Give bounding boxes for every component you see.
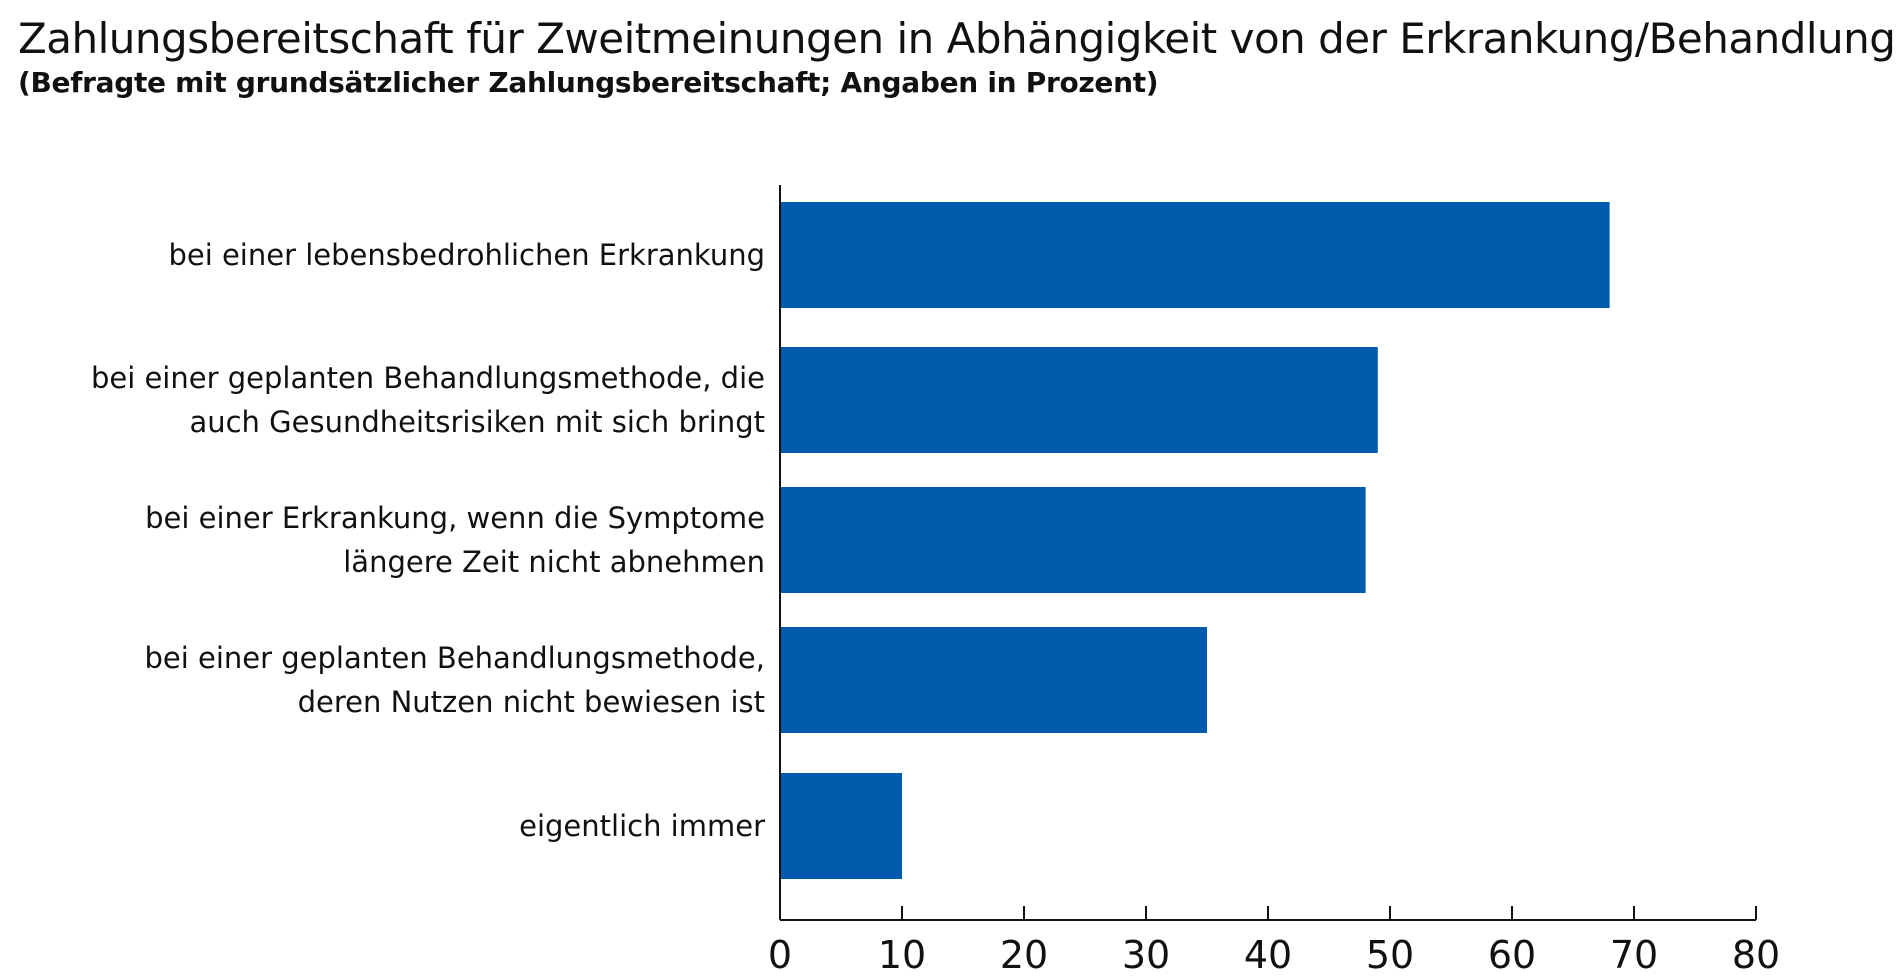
chart-subtitle: (Befragte mit grundsätzlicher Zahlungsbe… xyxy=(18,66,1159,99)
bar-1 xyxy=(781,202,1610,308)
category-label-line: längere Zeit nicht abnehmen xyxy=(343,545,765,579)
category-label-line: eigentlich immer xyxy=(519,809,765,843)
x-tick-label-40: 40 xyxy=(1244,933,1292,977)
category-label-line: bei einer geplanten Behandlungsmethode, … xyxy=(90,361,765,395)
bar-3 xyxy=(781,487,1366,593)
x-tick-label-30: 30 xyxy=(1122,933,1170,977)
category-label-1: bei einer lebensbedrohlichen Erkrankung xyxy=(168,233,765,277)
bar-2 xyxy=(781,347,1378,453)
bar-5 xyxy=(781,773,902,879)
x-tick-label-10: 10 xyxy=(878,933,926,977)
x-tick-label-80: 80 xyxy=(1732,933,1780,977)
x-tick-label-70: 70 xyxy=(1610,933,1658,977)
chart-title: Zahlungsbereitschaft für Zweitmeinungen … xyxy=(18,14,1896,63)
category-label-line: bei einer Erkrankung, wenn die Symptome xyxy=(145,501,765,535)
x-tick-label-60: 60 xyxy=(1488,933,1536,977)
x-tick-label-50: 50 xyxy=(1366,933,1414,977)
x-tick-label-0: 0 xyxy=(768,933,792,977)
category-label-line: bei einer lebensbedrohlichen Erkrankung xyxy=(168,238,765,272)
x-tick-label-20: 20 xyxy=(1000,933,1048,977)
category-label-2: bei einer geplanten Behandlungsmethode, … xyxy=(91,356,765,444)
category-label-line: bei einer geplanten Behandlungsmethode, xyxy=(144,641,765,675)
category-label-3: bei einer Erkrankung, wenn die Symptome l… xyxy=(145,496,765,584)
category-label-4: bei einer geplanten Behandlungsmethode, d… xyxy=(144,636,765,724)
bar-4 xyxy=(781,627,1207,733)
category-label-5: eigentlich immer xyxy=(519,804,765,848)
category-label-line: deren Nutzen nicht bewiesen ist xyxy=(297,685,765,719)
category-label-line: auch Gesundheitsrisiken mit sich bringt xyxy=(189,405,765,439)
